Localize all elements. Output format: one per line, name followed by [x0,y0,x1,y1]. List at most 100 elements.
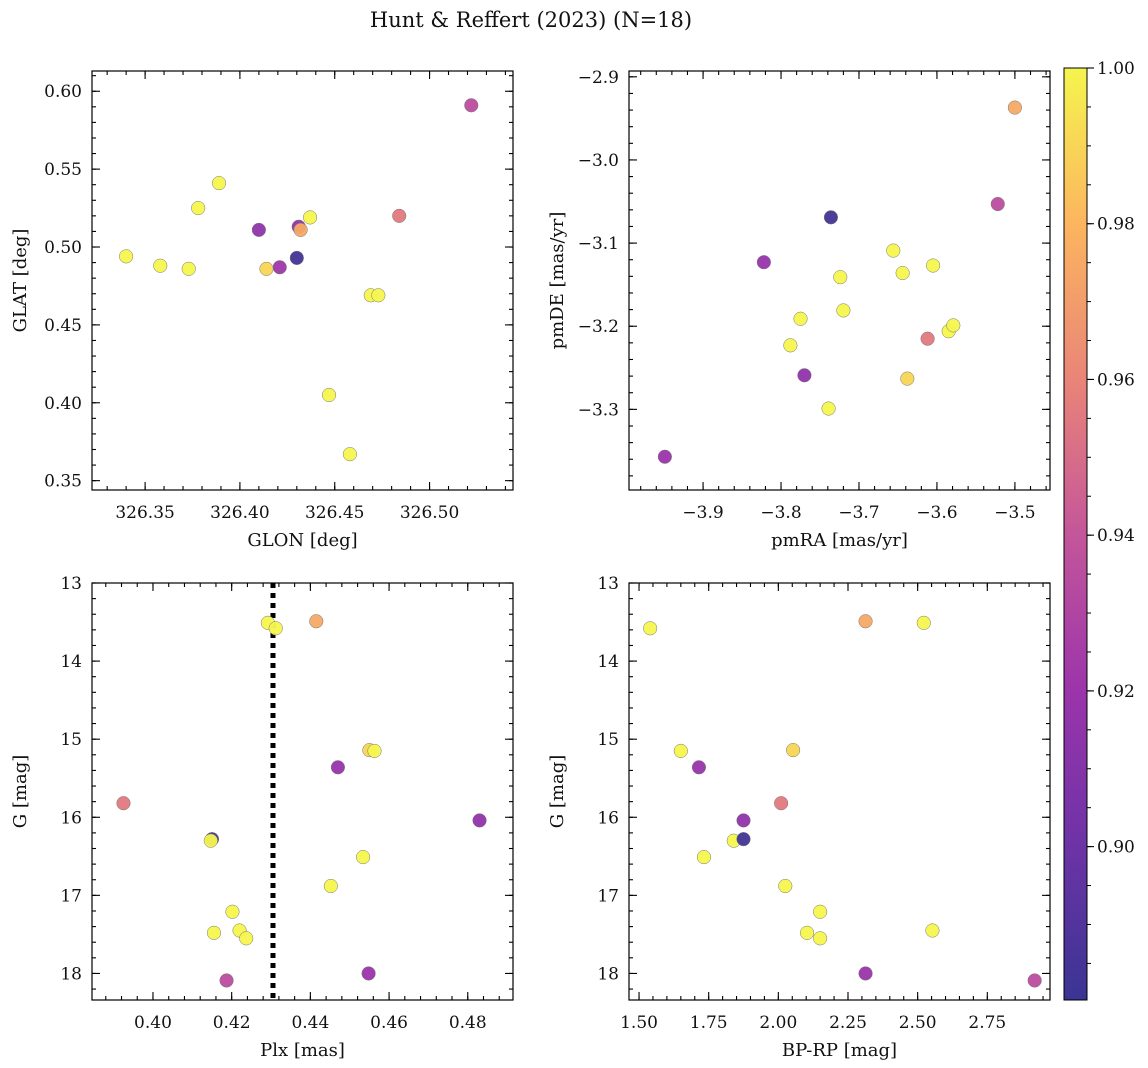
y-axis-label: G [mag] [547,755,568,828]
panel-top-left: 326.35 326.40 326.45 326.50 0.35 0.40 0.45 0.50… [10,70,514,551]
data-point [181,261,196,276]
y-tick-label: 15 [60,730,82,750]
figure-title: Hunt & Reffert (2023) (N=18) [370,8,692,32]
data-point [990,196,1005,212]
data-point [833,270,848,285]
axes-frame [91,582,514,1001]
colorbar-tick-label: 0.94 [1097,526,1135,546]
data-point [330,760,345,775]
data-point [926,258,941,273]
panel-bottom-right: 1.50 1.75 2.00 2.25 2.50 2.75 13 14 15 16 17 18 BP-R… [547,574,1051,1061]
x-tick-label: 0.40 [134,1013,172,1033]
data-point [342,447,357,462]
x-tick-label: 0.42 [213,1013,251,1033]
data-point [268,621,283,636]
data-point [836,303,851,318]
data-point [1027,973,1042,988]
data-point [293,222,308,237]
x-tick-label: −3.7 [838,503,879,523]
y-tick-label: −2.9 [578,68,619,88]
ticks [92,582,513,1000]
x-tick-label: 0.46 [370,1013,408,1033]
y-tick-label: 16 [60,808,82,828]
panel-bottom-left: 0.40 0.42 0.44 0.46 0.48 13 14 15 16 17 18 Plx [mas… [10,574,514,1061]
scatter-points [116,614,487,988]
data-point [371,288,386,303]
data-point [858,966,873,981]
axes-frame [628,582,1051,1001]
data-point [464,98,479,113]
x-tick-label: −3.9 [682,503,723,523]
data-point [251,222,266,237]
data-point [303,210,318,225]
x-axis-label: Plx [mas] [260,1040,345,1061]
data-point [736,832,751,847]
data-point [472,813,487,828]
data-point [309,614,324,629]
y-tick-label: −3.2 [578,317,619,337]
data-point [786,743,801,758]
ticks [92,71,513,490]
y-tick-label: 14 [597,652,619,672]
data-point [361,966,376,981]
data-point [367,743,382,758]
x-tick-label: 326.50 [400,503,459,523]
data-point [813,931,828,946]
data-point [736,813,751,828]
scatter-points [643,614,1042,988]
data-point [153,258,168,273]
data-point [696,850,711,865]
x-tick-label: 1.50 [620,1013,658,1033]
colorbar: 0.90 0.92 0.94 0.96 0.98 1.00 [1063,59,1135,1001]
y-tick-label: 13 [60,574,82,594]
y-tick-label: 0.50 [44,238,82,258]
y-tick-label: −3.0 [578,151,619,171]
data-point [289,250,304,265]
colorbar-tick-label: 0.98 [1097,215,1135,235]
data-point [920,331,935,346]
ticks [629,71,1050,490]
y-tick-label: 13 [597,574,619,594]
data-point [823,210,838,225]
colorbar-tick-label: 0.96 [1097,370,1135,390]
data-point [895,265,910,281]
x-tick-label: 326.35 [115,503,174,523]
y-tick-label: 0.55 [44,160,82,180]
data-point [212,176,227,191]
axes-frame [91,70,514,491]
x-tick-label: 2.00 [759,1013,797,1033]
data-point [774,796,789,811]
data-point [392,208,407,223]
data-point [259,261,274,276]
colorbar-tick-label: 0.92 [1097,682,1135,702]
data-point [657,449,672,464]
data-point [116,796,131,811]
y-axis-label: pmDE [mas/yr] [547,212,568,350]
data-point [946,318,961,333]
data-point [778,878,793,894]
axes-frame [628,70,1051,491]
data-point [323,878,338,894]
y-tick-label: −3.3 [578,400,619,420]
y-tick-label: 18 [597,964,619,984]
x-tick-label: 2.50 [899,1013,937,1033]
data-point [191,201,206,216]
data-point [756,255,771,270]
data-point [272,260,287,275]
ticks [629,582,1050,1000]
data-point [321,387,337,403]
x-tick-label: −3.8 [760,503,801,523]
x-tick-label: 2.75 [968,1013,1006,1033]
data-point [691,760,706,775]
data-point [886,243,901,258]
data-point [1007,100,1022,115]
x-tick-label: −3.5 [994,503,1035,523]
x-axis-label: pmRA [mas/yr] [771,530,908,551]
y-tick-label: 16 [597,808,619,828]
data-point [925,923,940,938]
panel-top-right: −3.9 −3.8 −3.7 −3.6 −3.5 −3.3 −3.2 −3.1 −3.0 −2.9… [547,68,1051,551]
data-point [821,401,836,416]
data-point [206,925,222,940]
data-point [858,614,873,629]
